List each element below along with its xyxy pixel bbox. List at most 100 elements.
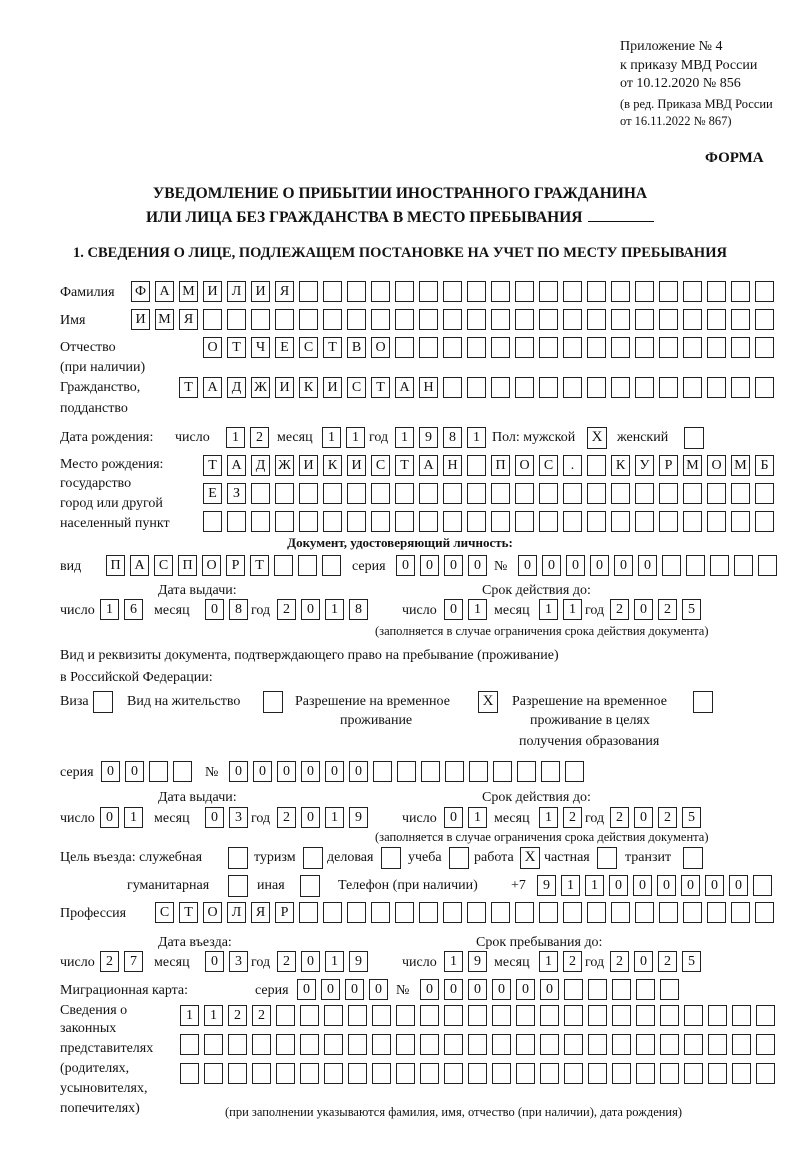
- character-cell[interactable]: [635, 511, 654, 532]
- character-cell[interactable]: [659, 377, 678, 398]
- character-cell[interactable]: [323, 281, 342, 302]
- character-cell[interactable]: Д: [227, 377, 246, 398]
- character-cell[interactable]: [251, 309, 270, 330]
- character-cell[interactable]: 1: [325, 807, 344, 828]
- character-cell[interactable]: [348, 1034, 367, 1055]
- character-cell[interactable]: 2: [563, 807, 582, 828]
- character-cell[interactable]: [443, 309, 462, 330]
- character-cell[interactable]: [539, 902, 558, 923]
- character-cell[interactable]: 0: [277, 761, 296, 782]
- character-cell[interactable]: Т: [395, 455, 414, 476]
- character-cell[interactable]: [252, 1034, 271, 1055]
- purpose-business-checkbox[interactable]: [381, 847, 401, 869]
- character-cell[interactable]: 2: [250, 427, 269, 448]
- character-cell[interactable]: [587, 309, 606, 330]
- character-cell[interactable]: [347, 511, 366, 532]
- character-cell[interactable]: [395, 902, 414, 923]
- character-cell[interactable]: [443, 337, 462, 358]
- character-cell[interactable]: [515, 511, 534, 532]
- character-cell[interactable]: 2: [610, 951, 629, 972]
- character-cell[interactable]: [467, 281, 486, 302]
- character-cell[interactable]: И: [203, 281, 222, 302]
- character-cell[interactable]: [707, 309, 726, 330]
- character-cell[interactable]: 1: [561, 875, 580, 896]
- character-cell[interactable]: И: [275, 377, 294, 398]
- character-cell[interactable]: [419, 337, 438, 358]
- character-cell[interactable]: Т: [323, 337, 342, 358]
- character-cell[interactable]: [372, 1034, 391, 1055]
- character-cell[interactable]: [491, 309, 510, 330]
- character-cell[interactable]: [564, 1005, 583, 1026]
- character-cell[interactable]: О: [203, 902, 222, 923]
- character-cell[interactable]: [635, 483, 654, 504]
- character-cell[interactable]: У: [635, 455, 654, 476]
- character-cell[interactable]: [683, 902, 702, 923]
- character-cell[interactable]: К: [611, 455, 630, 476]
- character-cell[interactable]: [684, 1063, 703, 1084]
- character-cell[interactable]: [396, 1063, 415, 1084]
- character-cell[interactable]: [710, 555, 729, 576]
- purpose-study-checkbox[interactable]: [449, 847, 469, 869]
- character-cell[interactable]: [659, 281, 678, 302]
- character-cell[interactable]: [758, 555, 777, 576]
- character-cell[interactable]: 3: [229, 951, 248, 972]
- character-cell[interactable]: И: [131, 309, 150, 330]
- character-cell[interactable]: Н: [443, 455, 462, 476]
- character-cell[interactable]: [753, 875, 772, 896]
- character-cell[interactable]: [491, 377, 510, 398]
- character-cell[interactable]: [734, 555, 753, 576]
- character-cell[interactable]: П: [106, 555, 125, 576]
- character-cell[interactable]: [443, 281, 462, 302]
- character-cell[interactable]: [587, 483, 606, 504]
- character-cell[interactable]: [371, 511, 390, 532]
- character-cell[interactable]: [756, 1005, 775, 1026]
- character-cell[interactable]: [731, 309, 750, 330]
- character-cell[interactable]: П: [178, 555, 197, 576]
- purpose-private-checkbox[interactable]: [597, 847, 617, 869]
- character-cell[interactable]: 2: [658, 807, 677, 828]
- character-cell[interactable]: [491, 281, 510, 302]
- character-cell[interactable]: Т: [250, 555, 269, 576]
- character-cell[interactable]: 0: [609, 875, 628, 896]
- character-cell[interactable]: [299, 902, 318, 923]
- character-cell[interactable]: [468, 1034, 487, 1055]
- character-cell[interactable]: 1: [325, 951, 344, 972]
- character-cell[interactable]: [180, 1063, 199, 1084]
- character-cell[interactable]: [203, 511, 222, 532]
- character-cell[interactable]: 0: [301, 807, 320, 828]
- character-cell[interactable]: Ж: [251, 377, 270, 398]
- character-cell[interactable]: 9: [537, 875, 556, 896]
- character-cell[interactable]: [299, 483, 318, 504]
- character-cell[interactable]: 1: [325, 599, 344, 620]
- character-cell[interactable]: [587, 281, 606, 302]
- character-cell[interactable]: [611, 337, 630, 358]
- character-cell[interactable]: 0: [205, 807, 224, 828]
- character-cell[interactable]: [587, 377, 606, 398]
- character-cell[interactable]: [467, 511, 486, 532]
- character-cell[interactable]: 0: [705, 875, 724, 896]
- character-cell[interactable]: [564, 979, 583, 1000]
- character-cell[interactable]: [515, 337, 534, 358]
- character-cell[interactable]: [323, 309, 342, 330]
- character-cell[interactable]: А: [155, 281, 174, 302]
- character-cell[interactable]: [707, 483, 726, 504]
- character-cell[interactable]: [468, 1005, 487, 1026]
- character-cell[interactable]: [636, 1063, 655, 1084]
- character-cell[interactable]: [348, 1005, 367, 1026]
- character-cell[interactable]: 0: [229, 761, 248, 782]
- character-cell[interactable]: [396, 1005, 415, 1026]
- character-cell[interactable]: А: [419, 455, 438, 476]
- character-cell[interactable]: 1: [444, 951, 463, 972]
- character-cell[interactable]: 8: [349, 599, 368, 620]
- character-cell[interactable]: 0: [396, 555, 415, 576]
- character-cell[interactable]: 0: [614, 555, 633, 576]
- character-cell[interactable]: [755, 377, 774, 398]
- character-cell[interactable]: [659, 902, 678, 923]
- character-cell[interactable]: [587, 455, 606, 476]
- character-cell[interactable]: 1: [180, 1005, 199, 1026]
- character-cell[interactable]: О: [203, 337, 222, 358]
- character-cell[interactable]: [539, 483, 558, 504]
- character-cell[interactable]: [204, 1034, 223, 1055]
- character-cell[interactable]: Д: [251, 455, 270, 476]
- character-cell[interactable]: С: [539, 455, 558, 476]
